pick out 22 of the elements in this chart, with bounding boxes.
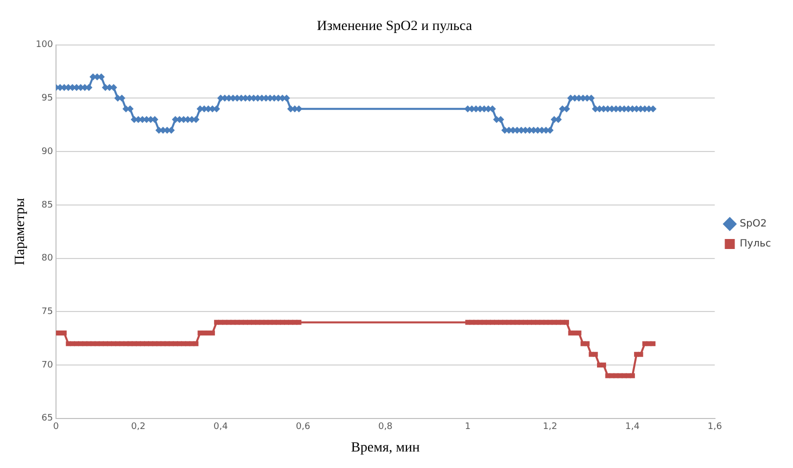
y-tick-label: 95	[42, 94, 53, 104]
x-tick-label: 1,4	[625, 422, 640, 432]
x-tick-label: 1,6	[708, 422, 722, 432]
y-tick-label: 85	[42, 200, 53, 210]
y-axis-title: Параметры	[13, 197, 28, 266]
x-tick-label: 1	[464, 422, 471, 432]
x-tick-label: 0,4	[214, 422, 228, 432]
x-tick-label: 0	[53, 422, 60, 432]
y-tick-label: 75	[42, 307, 53, 317]
x-tick-label: 0,8	[378, 422, 393, 432]
x-tick-label: 1,2	[542, 422, 558, 432]
y-tick-label: 90	[42, 146, 54, 157]
x-tick-label: 0,6	[296, 422, 310, 432]
legend-label: Пульс	[740, 238, 772, 250]
y-tick-label: 100	[36, 40, 54, 50]
chart-title: Изменение SpO2 и пульса	[316, 19, 473, 34]
y-tick-label: 80	[42, 254, 54, 264]
legend-label: SpO2	[740, 218, 767, 230]
x-axis-title: Время, мин	[351, 440, 420, 456]
x-tick-label: 0,2	[131, 422, 146, 432]
y-tick-label: 70	[42, 360, 54, 370]
y-tick-label: 65	[42, 414, 53, 424]
